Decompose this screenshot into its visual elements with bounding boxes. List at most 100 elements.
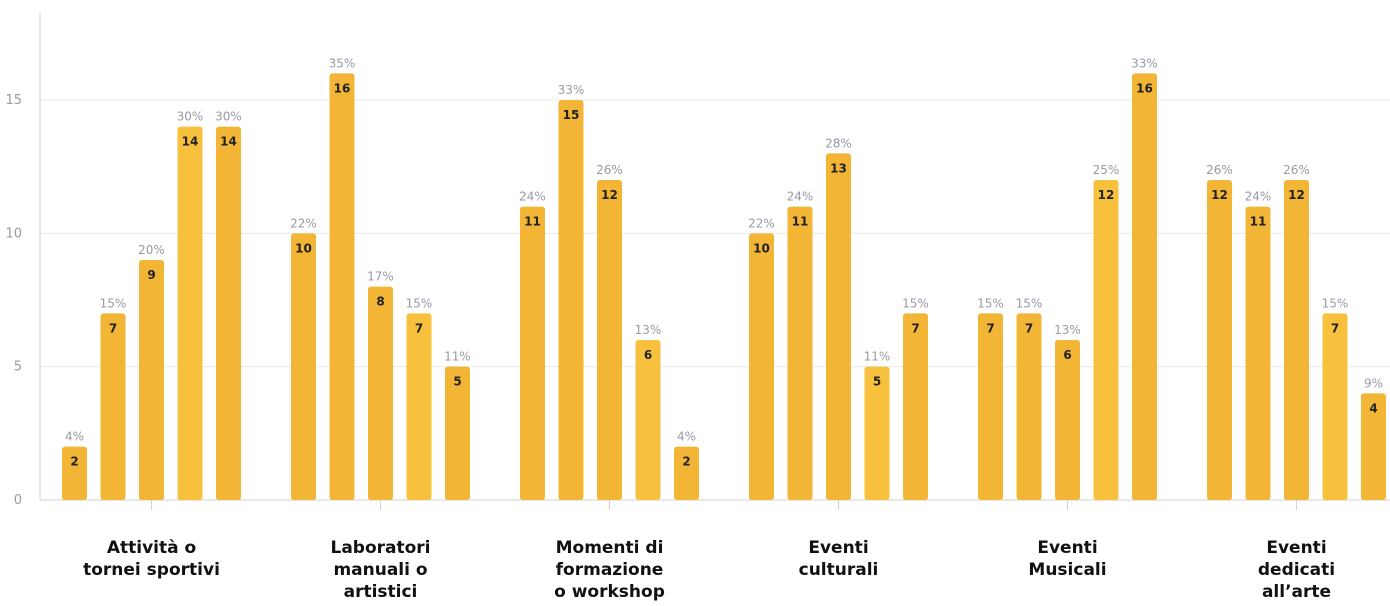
bar-value-label: 12 xyxy=(601,188,618,202)
bar xyxy=(329,73,355,500)
bar xyxy=(1016,313,1042,500)
bar-value-label: 14 xyxy=(220,135,237,149)
bar xyxy=(1284,180,1309,500)
bar xyxy=(1207,180,1232,500)
bar-percent-label: 28% xyxy=(825,136,852,150)
bar-value-label: 10 xyxy=(295,241,312,255)
bar xyxy=(864,366,890,500)
bar xyxy=(177,126,203,501)
bar-percent-label: 24% xyxy=(1245,190,1272,204)
bar-percent-label: 24% xyxy=(519,190,546,204)
bar-percent-label: 30% xyxy=(177,110,204,124)
bar-value-label: 12 xyxy=(1098,188,1115,202)
bar xyxy=(635,340,661,500)
bar xyxy=(406,313,432,500)
bar-value-label: 7 xyxy=(986,321,994,335)
bar xyxy=(558,100,584,500)
bar xyxy=(597,180,622,500)
bar-value-label: 7 xyxy=(415,321,423,335)
bar-percent-label: 11% xyxy=(444,350,471,364)
category-label: Laboratori manuali o artistici xyxy=(330,538,430,602)
bar xyxy=(62,446,87,500)
bar xyxy=(445,366,470,500)
bar-value-label: 10 xyxy=(753,241,770,255)
bar-value-label: 7 xyxy=(1331,321,1339,335)
bar-percent-label: 11% xyxy=(864,350,891,364)
bar xyxy=(1322,313,1348,500)
bar-value-label: 5 xyxy=(873,375,881,389)
bar xyxy=(139,260,164,500)
bar-value-label: 5 xyxy=(453,375,461,389)
bar xyxy=(368,286,393,500)
bar-percent-label: 15% xyxy=(1322,296,1349,310)
bar-value-label: 6 xyxy=(644,348,652,362)
bar-percent-label: 33% xyxy=(558,83,585,97)
bar-percent-label: 20% xyxy=(138,243,165,257)
bar-value-label: 14 xyxy=(182,135,199,149)
bar-value-label: 11 xyxy=(792,215,809,229)
bar-percent-label: 13% xyxy=(1054,323,1081,337)
bar-percent-label: 22% xyxy=(748,216,775,230)
bar-value-label: 12 xyxy=(1288,188,1305,202)
y-tick-label: 5 xyxy=(14,360,22,375)
bar-percent-label: 26% xyxy=(1206,163,1233,177)
axes: 0 5 10 15 xyxy=(5,12,1390,510)
bar-percent-label: 15% xyxy=(406,296,433,310)
bar xyxy=(903,313,928,500)
bar xyxy=(1361,393,1386,500)
bar-percent-label: 13% xyxy=(635,323,662,337)
y-tick-label: 15 xyxy=(5,93,22,108)
bar xyxy=(1093,180,1119,500)
bar-value-label: 13 xyxy=(830,161,847,175)
bar-value-label: 16 xyxy=(1136,81,1153,95)
category-label: Eventi culturali xyxy=(799,538,879,580)
bar-value-label: 2 xyxy=(682,455,690,469)
y-tick-label: 0 xyxy=(14,493,22,508)
bar-value-label: 2 xyxy=(70,455,78,469)
bar xyxy=(978,313,1003,500)
category-label: Attività o tornei sportivi xyxy=(83,538,220,580)
bar-value-label: 4 xyxy=(1369,401,1377,415)
y-tick-label: 10 xyxy=(5,226,22,241)
bar xyxy=(216,126,241,501)
bar-percent-label: 4% xyxy=(677,430,696,444)
bar xyxy=(1245,206,1271,500)
bar xyxy=(749,233,774,501)
bar-value-label: 11 xyxy=(1250,215,1267,229)
bar-value-label: 7 xyxy=(1025,321,1033,335)
bar xyxy=(1132,73,1157,500)
bar-percent-label: 26% xyxy=(1283,163,1310,177)
bar-value-label: 12 xyxy=(1211,188,1228,202)
category-label: Eventi Musicali xyxy=(1028,538,1106,580)
bar xyxy=(826,153,851,501)
bar xyxy=(674,446,699,500)
bar-percent-label: 9% xyxy=(1364,376,1383,390)
category-labels: Attività o tornei sportivi Laboratori manua… xyxy=(83,538,1335,602)
bar-value-label: 15 xyxy=(563,108,580,122)
bar-percent-label: 15% xyxy=(977,296,1004,310)
bar xyxy=(520,206,545,500)
bar-percent-label: 17% xyxy=(367,270,394,284)
bar-percent-label: 24% xyxy=(787,190,814,204)
category-label: Momenti di formazione o workshop xyxy=(554,538,665,602)
bar-percent-label: 22% xyxy=(290,216,317,230)
bar-value-label: 7 xyxy=(109,321,117,335)
bar-value-label: 6 xyxy=(1063,348,1071,362)
bars: 24%715%920%1430%1430%1022%1635%817%715%5… xyxy=(62,56,1386,501)
bar xyxy=(787,206,813,500)
bar-value-label: 11 xyxy=(524,215,541,229)
bar-value-label: 8 xyxy=(376,295,384,309)
category-label: Eventi dedicati all’arte xyxy=(1258,538,1335,602)
bar-value-label: 7 xyxy=(911,321,919,335)
bar xyxy=(291,233,316,501)
bar-value-label: 9 xyxy=(147,268,155,282)
bar xyxy=(100,313,126,500)
bar-percent-label: 30% xyxy=(215,110,242,124)
bar-percent-label: 35% xyxy=(329,56,356,70)
bar-percent-label: 25% xyxy=(1093,163,1120,177)
bar-percent-label: 26% xyxy=(596,163,623,177)
bar-percent-label: 15% xyxy=(100,296,127,310)
bar xyxy=(1055,340,1080,500)
bar-percent-label: 15% xyxy=(1016,296,1043,310)
